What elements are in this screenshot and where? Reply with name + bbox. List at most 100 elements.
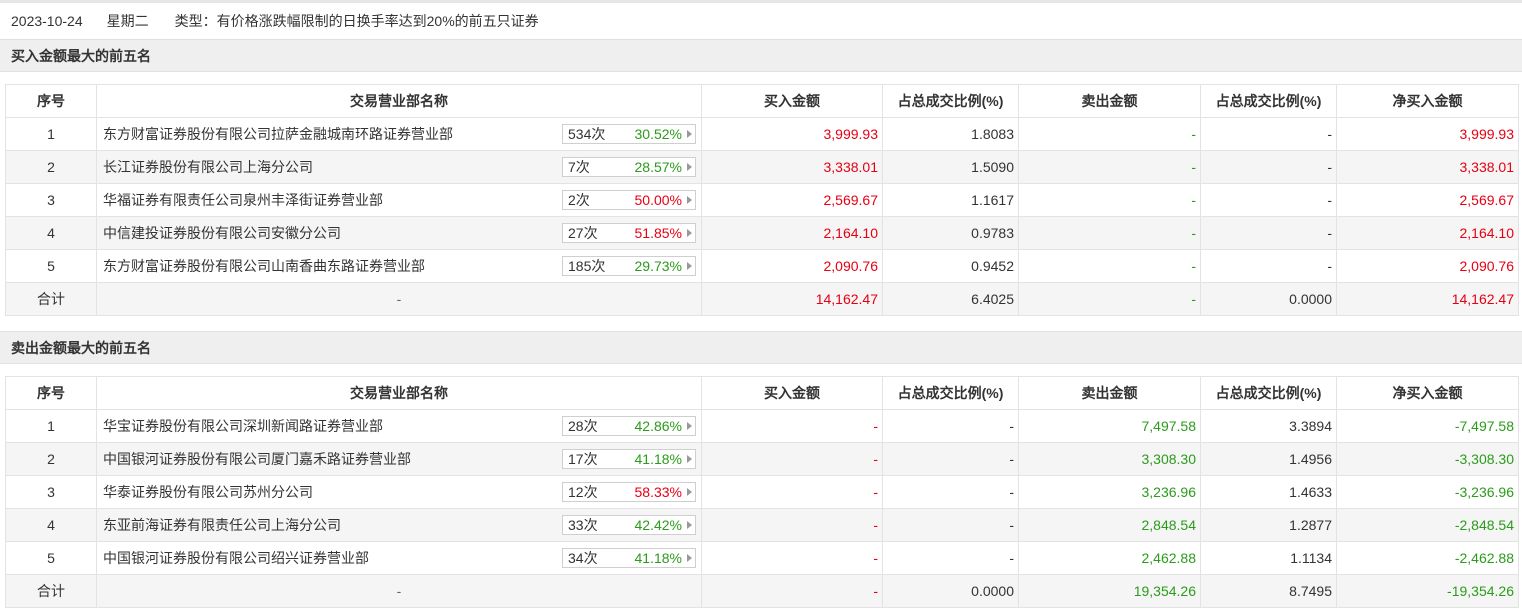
table-header-row: 序号 交易营业部名称 买入金额 占总成交比例(%) 卖出金额 占总成交比例(%)… (5, 376, 1519, 410)
buy-table-body: 1 东方财富证券股份有限公司拉萨金融城南环路证券营业部 534次 30.52% 3,99… (5, 117, 1519, 316)
branch-name[interactable]: 东方财富证券股份有限公司拉萨金融城南环路证券营业部 (103, 126, 453, 142)
sell-amount: - (1018, 117, 1201, 151)
net-buy-amount: -7,497.58 (1336, 409, 1519, 443)
row-number: 5 (5, 249, 97, 283)
branch-cell: 中国银河证券股份有限公司绍兴证券营业部 34次 41.18% (96, 541, 702, 575)
buy-ratio: 0.9452 (882, 249, 1019, 283)
win-rate: 42.42% (634, 517, 682, 533)
buy-amount: 3,338.01 (701, 150, 883, 184)
branch-name[interactable]: 华泰证券股份有限公司苏州分公司 (103, 484, 313, 500)
win-rate: 41.18% (634, 451, 682, 467)
branch-stats-button[interactable]: 28次 42.86% (562, 416, 696, 436)
row-number: 5 (5, 541, 97, 575)
total-branch: - (96, 282, 702, 316)
branch-stats-button[interactable]: 534次 30.52% (562, 124, 696, 144)
total-row: 合计 -14,162.47 6.4025-0.0000 14,162.47 (5, 282, 1519, 316)
branch-stats-button[interactable]: 34次 41.18% (562, 548, 696, 568)
branch-stats-button[interactable]: 185次 29.73% (562, 256, 696, 276)
branch-cell: 东方财富证券股份有限公司拉萨金融城南环路证券营业部 534次 30.52% (96, 117, 702, 151)
list-type: 类型：有价格涨跌幅限制的日换手率达到20%的前五只证券 (174, 13, 539, 29)
total-sell-amount: 19,354.26 (1018, 574, 1201, 608)
total-branch: - (96, 574, 702, 608)
branch-cell: 中国银河证券股份有限公司厦门嘉禾路证券营业部 17次 41.18% (96, 442, 702, 476)
appearance-count: 34次 (568, 550, 598, 566)
sell-ratio: 3.3894 (1200, 409, 1337, 443)
buy-ratio: 0.9783 (882, 216, 1019, 250)
sell-ratio: 1.4956 (1200, 442, 1337, 476)
total-buy-ratio: 6.4025 (882, 282, 1019, 316)
branch-name[interactable]: 东亚前海证券有限责任公司上海分公司 (103, 517, 341, 533)
caret-right-icon (687, 262, 692, 270)
branch-stats-button[interactable]: 17次 41.18% (562, 449, 696, 469)
col-header-branch: 交易营业部名称 (96, 84, 702, 118)
sell-top5-table: 序号 交易营业部名称 买入金额 占总成交比例(%) 卖出金额 占总成交比例(%)… (5, 376, 1519, 608)
buy-ratio: - (882, 475, 1019, 509)
caret-right-icon (687, 163, 692, 171)
buy-amount: - (701, 409, 883, 443)
branch-stats-button[interactable]: 12次 58.33% (562, 482, 696, 502)
buy-section-header: 买入金额最大的前五名 (0, 39, 1522, 72)
branch-stats-button[interactable]: 27次 51.85% (562, 223, 696, 243)
caret-right-icon (687, 130, 692, 138)
row-number: 1 (5, 409, 97, 443)
col-header-sell-ratio: 占总成交比例(%) (1200, 376, 1337, 410)
branch-cell: 华泰证券股份有限公司苏州分公司 12次 58.33% (96, 475, 702, 509)
col-header-buy-ratio: 占总成交比例(%) (882, 376, 1019, 410)
branch-stats-button[interactable]: 2次 50.00% (562, 190, 696, 210)
branch-name[interactable]: 中信建投证券股份有限公司安徽分公司 (103, 225, 341, 241)
top-divider (0, 0, 1522, 3)
branch-name[interactable]: 华宝证券股份有限公司深圳新闻路证券营业部 (103, 418, 383, 434)
net-buy-amount: 2,569.67 (1336, 183, 1519, 217)
branch-name[interactable]: 长江证券股份有限公司上海分公司 (103, 159, 313, 175)
total-label: 合计 (5, 574, 97, 608)
weekday: 星期二 (106, 13, 149, 29)
sell-section-header: 卖出金额最大的前五名 (0, 331, 1522, 364)
table-row: 3 华泰证券股份有限公司苏州分公司 12次 58.33% - -3,236.96 1.463… (5, 475, 1519, 509)
table-row: 2 中国银河证券股份有限公司厦门嘉禾路证券营业部 17次 41.18% - -3,308.… (5, 442, 1519, 476)
win-rate: 29.73% (634, 258, 682, 274)
branch-name[interactable]: 中国银河证券股份有限公司厦门嘉禾路证券营业部 (103, 451, 411, 467)
buy-ratio: 1.8083 (882, 117, 1019, 151)
appearance-count: 17次 (568, 451, 598, 467)
row-number: 2 (5, 150, 97, 184)
table-row: 5 中国银河证券股份有限公司绍兴证券营业部 34次 41.18% - -2,462.88 1… (5, 541, 1519, 575)
branch-name[interactable]: 华福证券有限责任公司泉州丰泽街证券营业部 (103, 192, 383, 208)
col-header-sell-ratio: 占总成交比例(%) (1200, 84, 1337, 118)
branch-cell: 长江证券股份有限公司上海分公司 7次 28.57% (96, 150, 702, 184)
sell-amount: 2,462.88 (1018, 541, 1201, 575)
win-rate: 42.86% (634, 418, 682, 434)
total-buy-amount: 14,162.47 (701, 282, 883, 316)
buy-amount: 2,090.76 (701, 249, 883, 283)
total-sell-ratio: 0.0000 (1200, 282, 1337, 316)
buy-top5-table: 序号 交易营业部名称 买入金额 占总成交比例(%) 卖出金额 占总成交比例(%)… (5, 84, 1519, 316)
net-buy-amount: -3,308.30 (1336, 442, 1519, 476)
total-sell-amount: - (1018, 282, 1201, 316)
col-header-net: 净买入金额 (1336, 376, 1519, 410)
buy-amount: - (701, 541, 883, 575)
branch-stats-button[interactable]: 7次 28.57% (562, 157, 696, 177)
sell-ratio: - (1200, 216, 1337, 250)
net-buy-amount: -2,462.88 (1336, 541, 1519, 575)
sell-amount: - (1018, 150, 1201, 184)
sell-ratio: - (1200, 249, 1337, 283)
branch-name[interactable]: 中国银河证券股份有限公司绍兴证券营业部 (103, 550, 369, 566)
col-header-buy: 买入金额 (701, 376, 883, 410)
buy-amount: 2,164.10 (701, 216, 883, 250)
branch-cell: 中信建投证券股份有限公司安徽分公司 27次 51.85% (96, 216, 702, 250)
caret-right-icon (687, 229, 692, 237)
win-rate: 30.52% (634, 126, 682, 142)
branch-stats-button[interactable]: 33次 42.42% (562, 515, 696, 535)
appearance-count: 27次 (568, 225, 598, 241)
caret-right-icon (687, 422, 692, 430)
sell-amount: 7,497.58 (1018, 409, 1201, 443)
sell-amount: - (1018, 183, 1201, 217)
sell-amount: 3,308.30 (1018, 442, 1201, 476)
appearance-count: 33次 (568, 517, 598, 533)
branch-name[interactable]: 东方财富证券股份有限公司山南香曲东路证券营业部 (103, 258, 425, 274)
caret-right-icon (687, 554, 692, 562)
table-row: 2 长江证券股份有限公司上海分公司 7次 28.57% 3,338.01 1.5090- -… (5, 150, 1519, 184)
buy-ratio: - (882, 508, 1019, 542)
row-number: 3 (5, 475, 97, 509)
appearance-count: 12次 (568, 484, 598, 500)
info-bar: 2023-10-24 星期二 类型：有价格涨跌幅限制的日换手率达到20%的前五只… (0, 3, 1522, 40)
